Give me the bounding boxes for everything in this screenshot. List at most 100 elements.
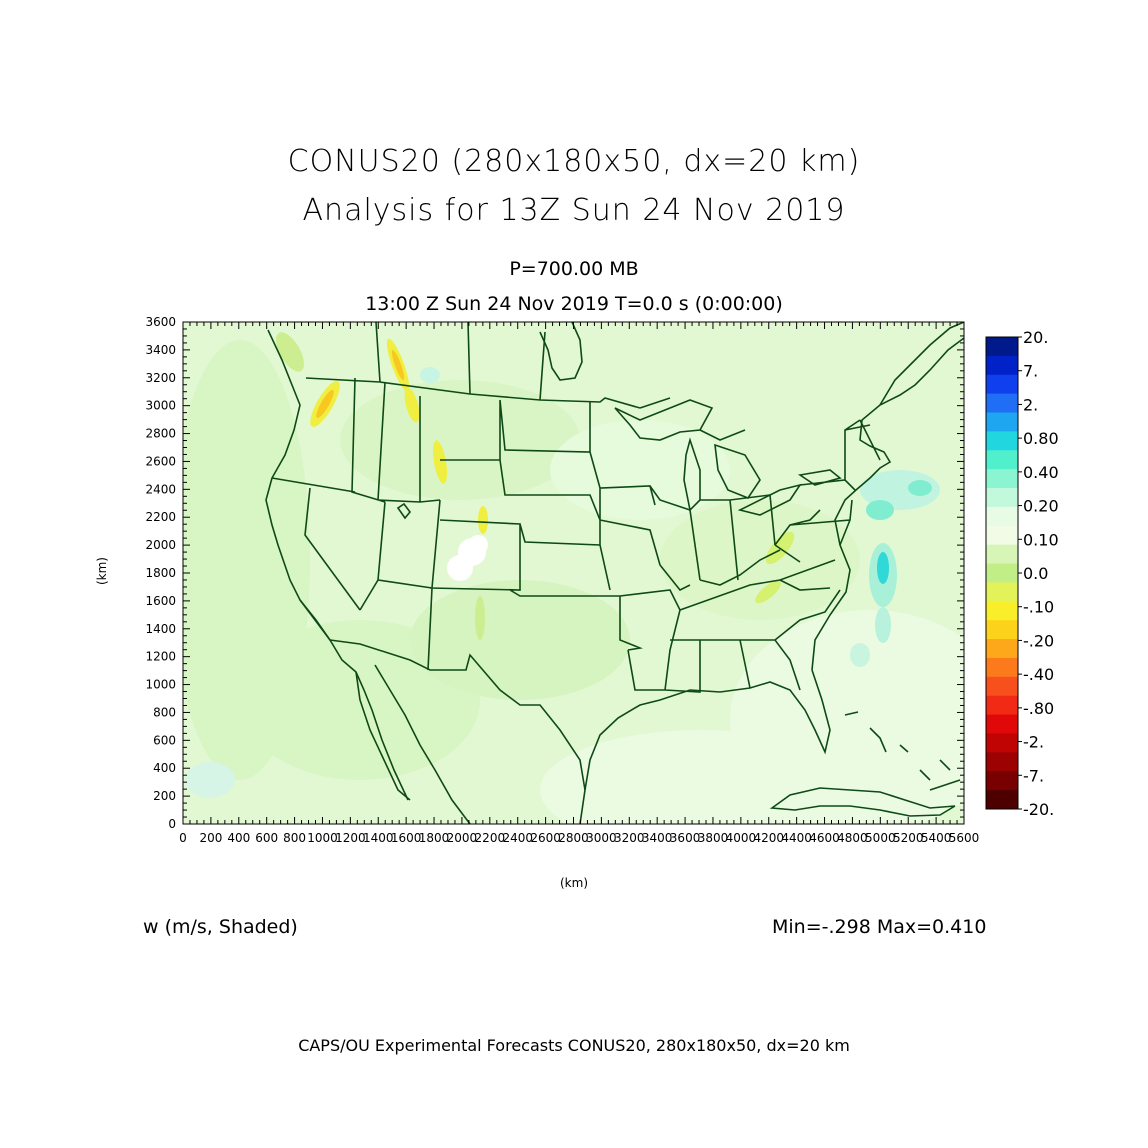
colorbar-swatch — [986, 412, 1018, 432]
colorbar-swatch — [986, 620, 1018, 640]
x-tick-label: 4200 — [753, 831, 784, 845]
x-tick-label: 5400 — [921, 831, 952, 845]
x-tick-label: 1400 — [363, 831, 394, 845]
y-tick-label: 200 — [153, 789, 176, 803]
colorbar-label: 0.0 — [1023, 564, 1048, 583]
y-tick-label: 2400 — [145, 482, 176, 496]
colorbar-swatch — [986, 431, 1018, 451]
colorbar-swatch — [986, 544, 1018, 565]
y-tick-label: 0 — [168, 817, 176, 831]
x-tick-label: 3800 — [698, 831, 729, 845]
plot-title: CONUS20 (280x180x50, dx=20 km) — [287, 144, 861, 179]
x-tick-label: 800 — [283, 831, 306, 845]
colorbar-swatch — [986, 657, 1018, 678]
x-tick-label: 200 — [199, 831, 222, 845]
colorbar-label: 7. — [1023, 362, 1038, 381]
y-axis-title: (km) — [95, 556, 110, 586]
colorbar-swatch — [986, 790, 1018, 810]
colorbar-swatch — [986, 393, 1018, 414]
x-tick-label: 1000 — [307, 831, 338, 845]
lake-erie — [737, 483, 802, 516]
colorbar-swatch — [986, 525, 1018, 546]
colorbar-label: 0.10 — [1023, 530, 1059, 549]
colorbar-label: 0.40 — [1023, 463, 1059, 482]
colorbar-label: -.40 — [1023, 665, 1054, 684]
lake-ontario — [797, 469, 842, 486]
x-tick-label: 1200 — [335, 831, 366, 845]
colorbar-swatch — [986, 469, 1018, 489]
colorbar-label: -7. — [1023, 766, 1044, 785]
great-salt-lake — [396, 502, 412, 520]
x-tick-label: 5200 — [893, 831, 924, 845]
x-tick-label: 1800 — [419, 831, 450, 845]
y-tick-label: 2200 — [145, 510, 176, 524]
y-tick-label: 1800 — [145, 566, 176, 580]
x-tick-label: 2800 — [558, 831, 589, 845]
mexico-west-coast — [374, 664, 471, 824]
min-max-readout: Min=-.298 Max=0.410 — [772, 916, 987, 938]
y-tick-label: 3400 — [145, 343, 176, 357]
x-tick-label: 3200 — [614, 831, 645, 845]
colorbar-swatch — [986, 563, 1018, 583]
x-tick-label: 1600 — [391, 831, 422, 845]
y-tick-label: 1000 — [145, 678, 176, 692]
map-boundaries — [265, 322, 964, 824]
x-tick-label: 4800 — [837, 831, 868, 845]
y-tick-label: 3600 — [145, 315, 176, 329]
x-tick-label: 600 — [255, 831, 278, 845]
x-tick-label: 2400 — [502, 831, 533, 845]
cuba — [769, 787, 956, 817]
y-tick-label: 3000 — [145, 399, 176, 413]
x-tick-label: 4000 — [726, 831, 757, 845]
x-tick-label: 4400 — [781, 831, 812, 845]
colorbar-swatch — [986, 752, 1018, 772]
us-mexico-border — [329, 639, 586, 824]
valid-time: 13:00 Z Sun 24 Nov 2019 T=0.0 s (0:00:00… — [365, 293, 783, 315]
colorbar-label: -.20 — [1023, 631, 1054, 650]
hudson-bay-coast — [539, 322, 583, 381]
state-borders — [271, 377, 881, 693]
y-tick-label: 1200 — [145, 650, 176, 664]
pressure-level: P=700.00 MB — [509, 258, 639, 280]
colorbar-swatch — [986, 506, 1018, 527]
x-tick-label: 2200 — [475, 831, 506, 845]
colorbar-label: -20. — [1023, 800, 1054, 819]
x-tick-label: 4600 — [809, 831, 840, 845]
colorbar-label: -.80 — [1023, 699, 1054, 718]
x-axis: 0 200 400 600 800 100012001400160018002000220… — [179, 322, 979, 845]
bahamas — [844, 711, 931, 781]
x-tick-label: 5000 — [865, 831, 896, 845]
colorbar-swatch — [986, 582, 1018, 602]
colorbar-swatch — [986, 374, 1018, 395]
x-tick-label: 3600 — [670, 831, 701, 845]
colorbar-swatch — [986, 488, 1018, 508]
y-tick-label: 600 — [153, 733, 176, 747]
x-tick-label: 0 — [179, 831, 187, 845]
y-tick-label: 2800 — [145, 427, 176, 441]
colorbar-swatch — [986, 355, 1018, 376]
colorbar-swatch — [986, 676, 1018, 697]
colorbar-label: 20. — [1023, 328, 1048, 347]
x-tick-label: 5600 — [949, 831, 980, 845]
footer-credit: CAPS/OU Experimental Forecasts CONUS20, … — [298, 1036, 850, 1055]
colorbar-swatch — [986, 337, 1018, 357]
colorbar-swatch — [986, 450, 1018, 470]
x-axis-title: (km) — [560, 876, 589, 890]
colorbar: 20. 7. 2. 0.80 0.40 0.20 0.10 0.0 -.10 -.20 -.40 -.… — [985, 328, 1059, 819]
colorbar-label: -.10 — [1023, 598, 1054, 617]
colorbar-swatch — [986, 771, 1018, 791]
x-tick-label: 2600 — [530, 831, 561, 845]
y-axis: 0 200 400 600 800 1000 1200 1400 1600 1800 2000 220… — [145, 315, 964, 831]
plot-subtitle: Analysis for 13Z Sun 24 Nov 2019 — [302, 193, 846, 228]
baja-peninsula — [355, 671, 411, 801]
y-tick-label: 2000 — [145, 538, 176, 552]
canada-borders — [375, 322, 546, 401]
colorbar-swatch — [986, 714, 1018, 734]
x-tick-label: 3400 — [642, 831, 673, 845]
caribbean-islands — [929, 759, 961, 791]
colorbar-swatch — [986, 601, 1018, 621]
west-coast — [265, 329, 409, 801]
colorbar-swatch — [986, 639, 1018, 659]
x-tick-label: 3000 — [586, 831, 617, 845]
canada-east-coast — [879, 322, 964, 406]
